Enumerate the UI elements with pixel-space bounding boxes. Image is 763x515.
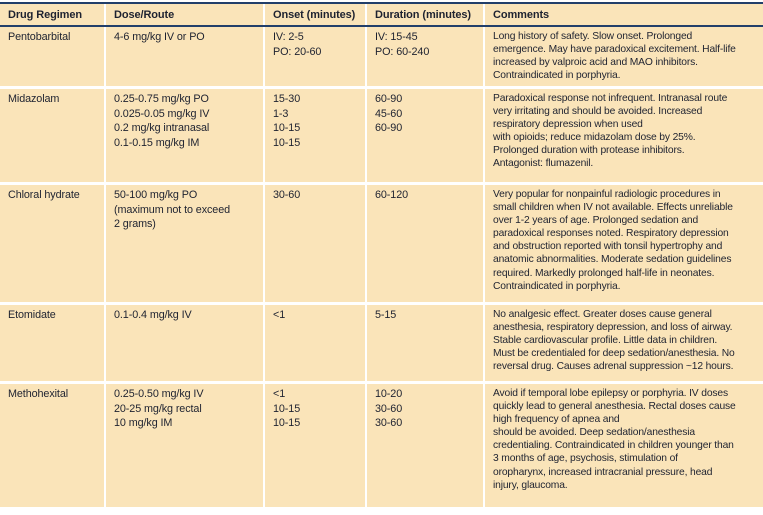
cell-comments: Avoid if temporal lobe epilepsy or porph… <box>485 384 763 507</box>
header-cell-dose-route: Dose/Route <box>106 4 263 25</box>
table-body: Pentobarbital 4-6 mg/kg IV or PO IV: 2-5… <box>0 27 763 507</box>
table-row: Methohexital 0.25-0.50 mg/kg IV 20-25 mg… <box>0 384 763 507</box>
cell-comments: No analgesic effect. Greater doses cause… <box>485 305 763 381</box>
cell-drug-name: Midazolam <box>0 89 104 182</box>
cell-onset: <1 10-15 10-15 <box>265 384 365 507</box>
table-row: Pentobarbital 4-6 mg/kg IV or PO IV: 2-5… <box>0 27 763 86</box>
cell-duration: 5-15 <box>367 305 483 381</box>
cell-onset: 30-60 <box>265 185 365 302</box>
cell-duration: 10-20 30-60 30-60 <box>367 384 483 507</box>
table-row: Midazolam 0.25-0.75 mg/kg PO 0.025-0.05 … <box>0 89 763 182</box>
cell-duration: 60-90 45-60 60-90 <box>367 89 483 182</box>
cell-onset: IV: 2-5 PO: 20-60 <box>265 27 365 86</box>
cell-dose-route: 0.25-0.75 mg/kg PO 0.025-0.05 mg/kg IV 0… <box>106 89 263 182</box>
table-row: Etomidate 0.1-0.4 mg/kg IV <1 5-15 No an… <box>0 305 763 381</box>
header-cell-drug-regimen: Drug Regimen <box>0 4 104 25</box>
cell-dose-route: 0.1-0.4 mg/kg IV <box>106 305 263 381</box>
cell-comments: Paradoxical response not infrequent. Int… <box>485 89 763 182</box>
cell-drug-name: Chloral hydrate <box>0 185 104 302</box>
cell-onset: 15-30 1-3 10-15 10-15 <box>265 89 365 182</box>
cell-drug-name: Pentobarbital <box>0 27 104 86</box>
cell-duration: 60-120 <box>367 185 483 302</box>
header-cell-duration: Duration (minutes) <box>367 4 483 25</box>
header-cell-onset: Onset (minutes) <box>265 4 365 25</box>
cell-duration: IV: 15-45 PO: 60-240 <box>367 27 483 86</box>
cell-drug-name: Methohexital <box>0 384 104 507</box>
cell-drug-name: Etomidate <box>0 305 104 381</box>
header-cell-comments: Comments <box>485 4 763 25</box>
table-header-row: Drug Regimen Dose/Route Onset (minutes) … <box>0 4 763 27</box>
cell-dose-route: 4-6 mg/kg IV or PO <box>106 27 263 86</box>
table-row: Chloral hydrate 50-100 mg/kg PO (maximum… <box>0 185 763 302</box>
cell-dose-route: 50-100 mg/kg PO (maximum not to exceed 2… <box>106 185 263 302</box>
cell-dose-route: 0.25-0.50 mg/kg IV 20-25 mg/kg rectal 10… <box>106 384 263 507</box>
cell-comments: Very popular for nonpainful radiologic p… <box>485 185 763 302</box>
cell-onset: <1 <box>265 305 365 381</box>
cell-comments: Long history of safety. Slow onset. Prol… <box>485 27 763 86</box>
